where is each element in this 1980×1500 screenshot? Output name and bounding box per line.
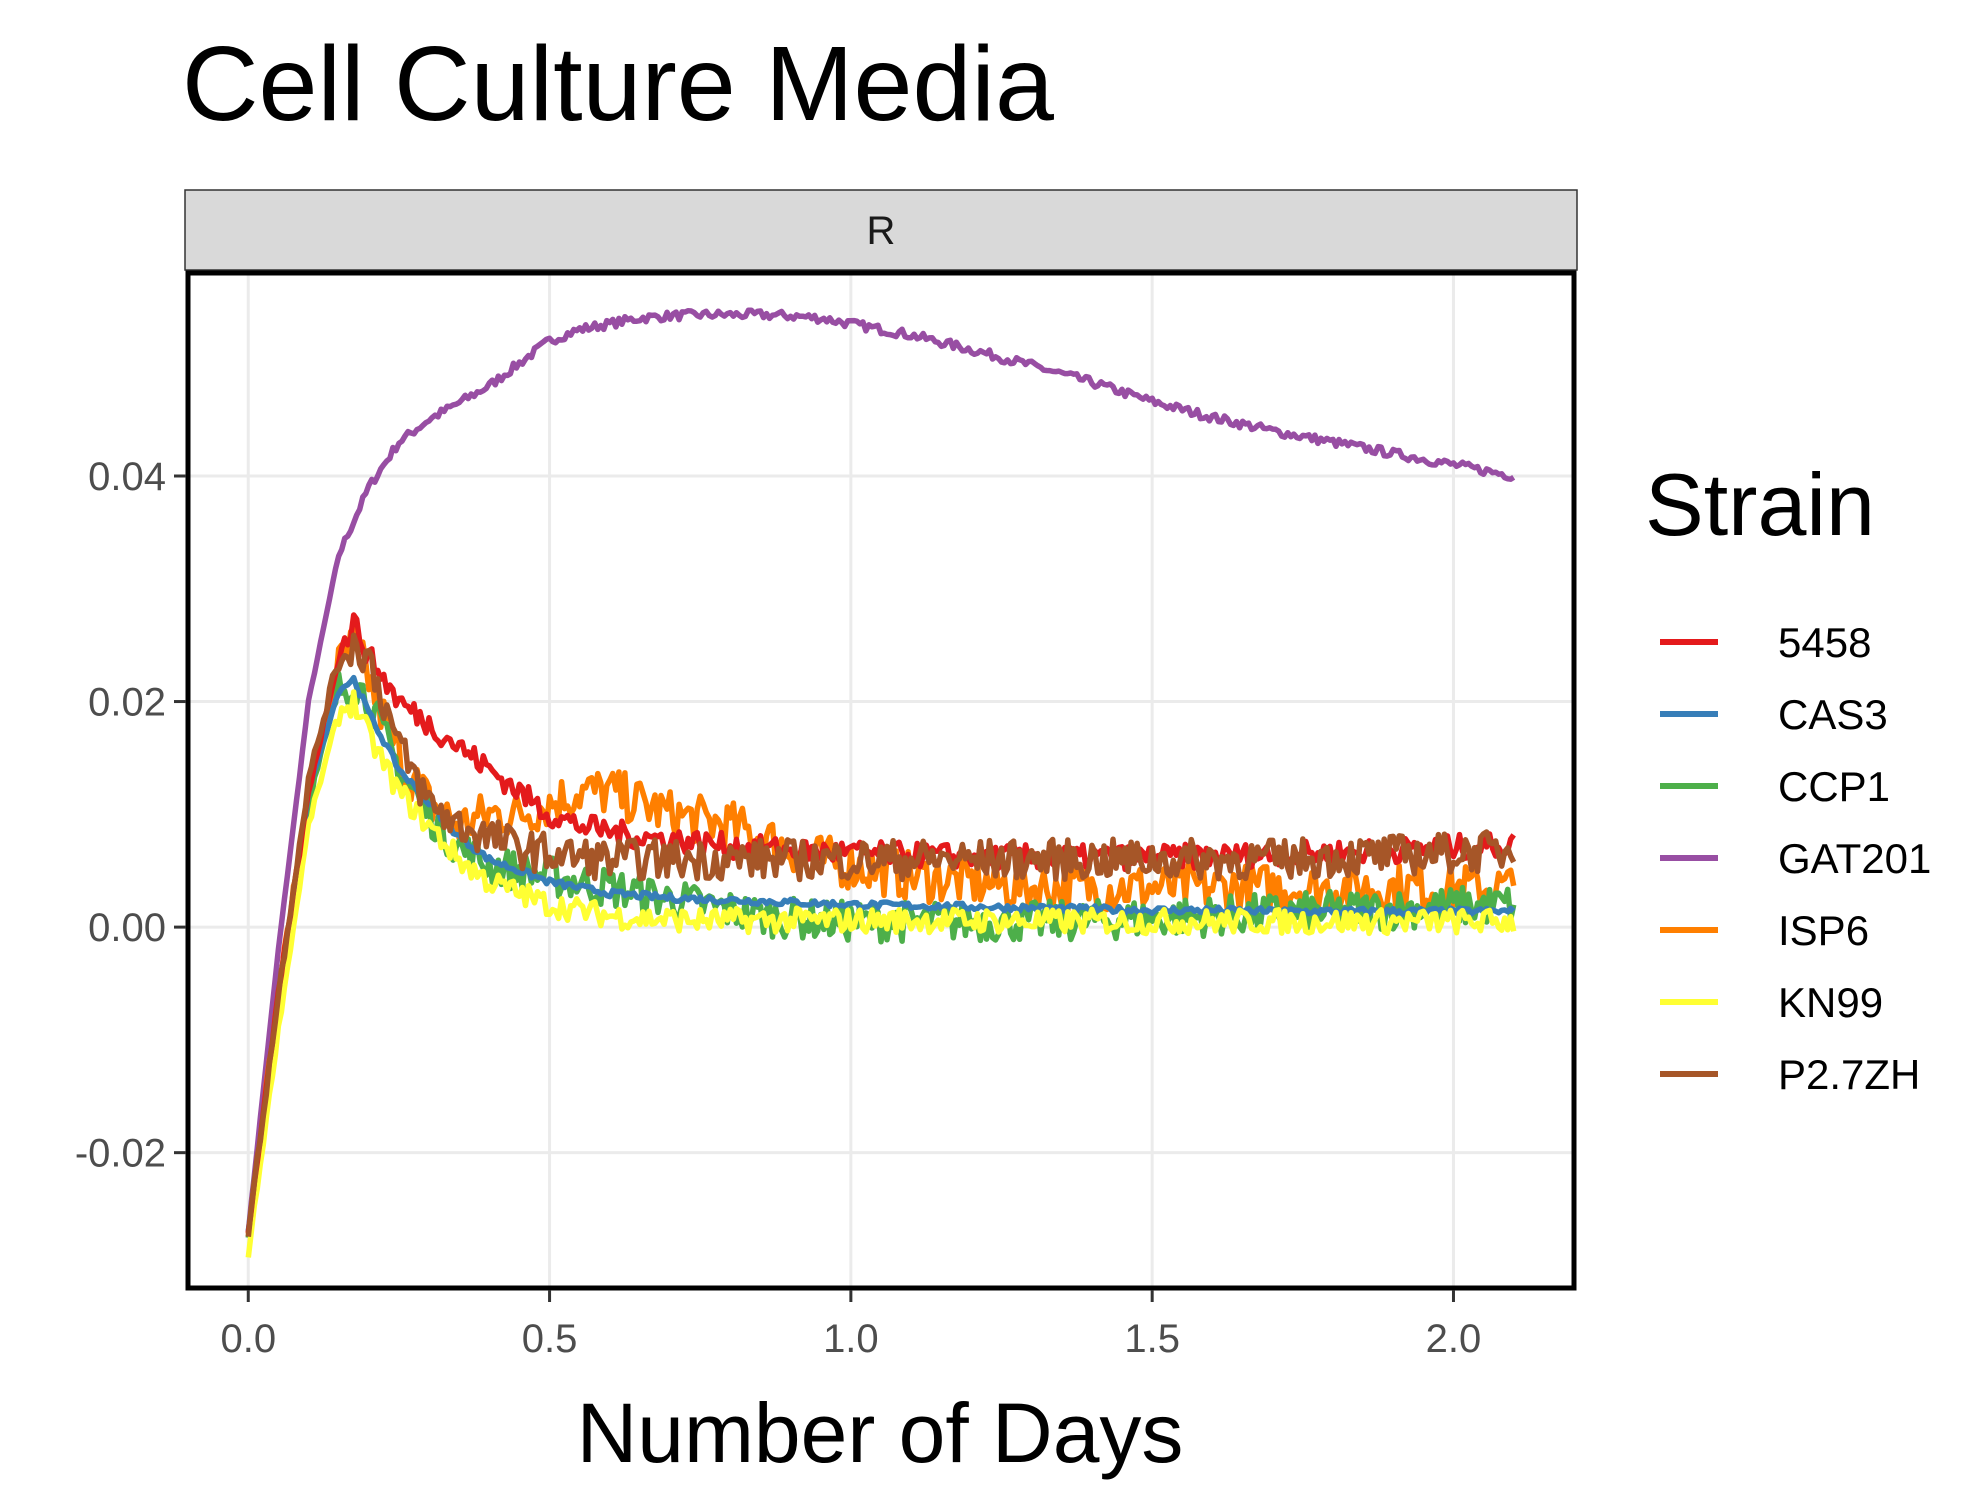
y-tick-label: 0.04 bbox=[88, 455, 166, 499]
facet-strip: R bbox=[184, 189, 1578, 271]
y-axis: -0.02 0.00 0.02 0.04 bbox=[75, 455, 186, 1176]
legend-label: GAT201 bbox=[1778, 835, 1931, 882]
facet-label: R bbox=[867, 209, 896, 253]
legend-title: Strain bbox=[1645, 455, 1875, 554]
series-line-P2.7ZH bbox=[245, 632, 1517, 1237]
x-tick-label: 0.5 bbox=[522, 1317, 578, 1361]
y-tick-label: 0.00 bbox=[88, 906, 166, 950]
series-layer bbox=[245, 307, 1517, 1258]
series-line-GAT201 bbox=[245, 307, 1516, 1234]
y-tick-label: -0.02 bbox=[75, 1132, 166, 1176]
legend-label: P2.7ZH bbox=[1778, 1051, 1920, 1098]
series-line-KN99 bbox=[245, 689, 1517, 1258]
panel-border bbox=[185, 270, 1577, 1291]
legend-label: 5458 bbox=[1778, 619, 1871, 666]
x-tick-label: 0.0 bbox=[220, 1317, 276, 1361]
x-axis-label: Number of Days bbox=[577, 1386, 1184, 1480]
legend-label: CAS3 bbox=[1778, 691, 1888, 738]
legend-label: ISP6 bbox=[1778, 907, 1869, 954]
x-axis: 0.0 0.5 1.0 1.5 2.0 bbox=[220, 1290, 1481, 1361]
legend-label: CCP1 bbox=[1778, 763, 1890, 810]
legend: Strain 5458 CAS3 CCP1 GAT201 ISP6 KN99 P2.7ZH bbox=[1645, 455, 1931, 1098]
x-tick-label: 1.0 bbox=[823, 1317, 879, 1361]
chart-title: Cell Culture Media bbox=[182, 25, 1054, 143]
legend-label: KN99 bbox=[1778, 979, 1883, 1026]
series-line-CAS3 bbox=[245, 674, 1516, 1232]
x-tick-label: 1.5 bbox=[1124, 1317, 1180, 1361]
y-tick-label: 0.02 bbox=[88, 681, 166, 725]
x-tick-label: 2.0 bbox=[1426, 1317, 1482, 1361]
